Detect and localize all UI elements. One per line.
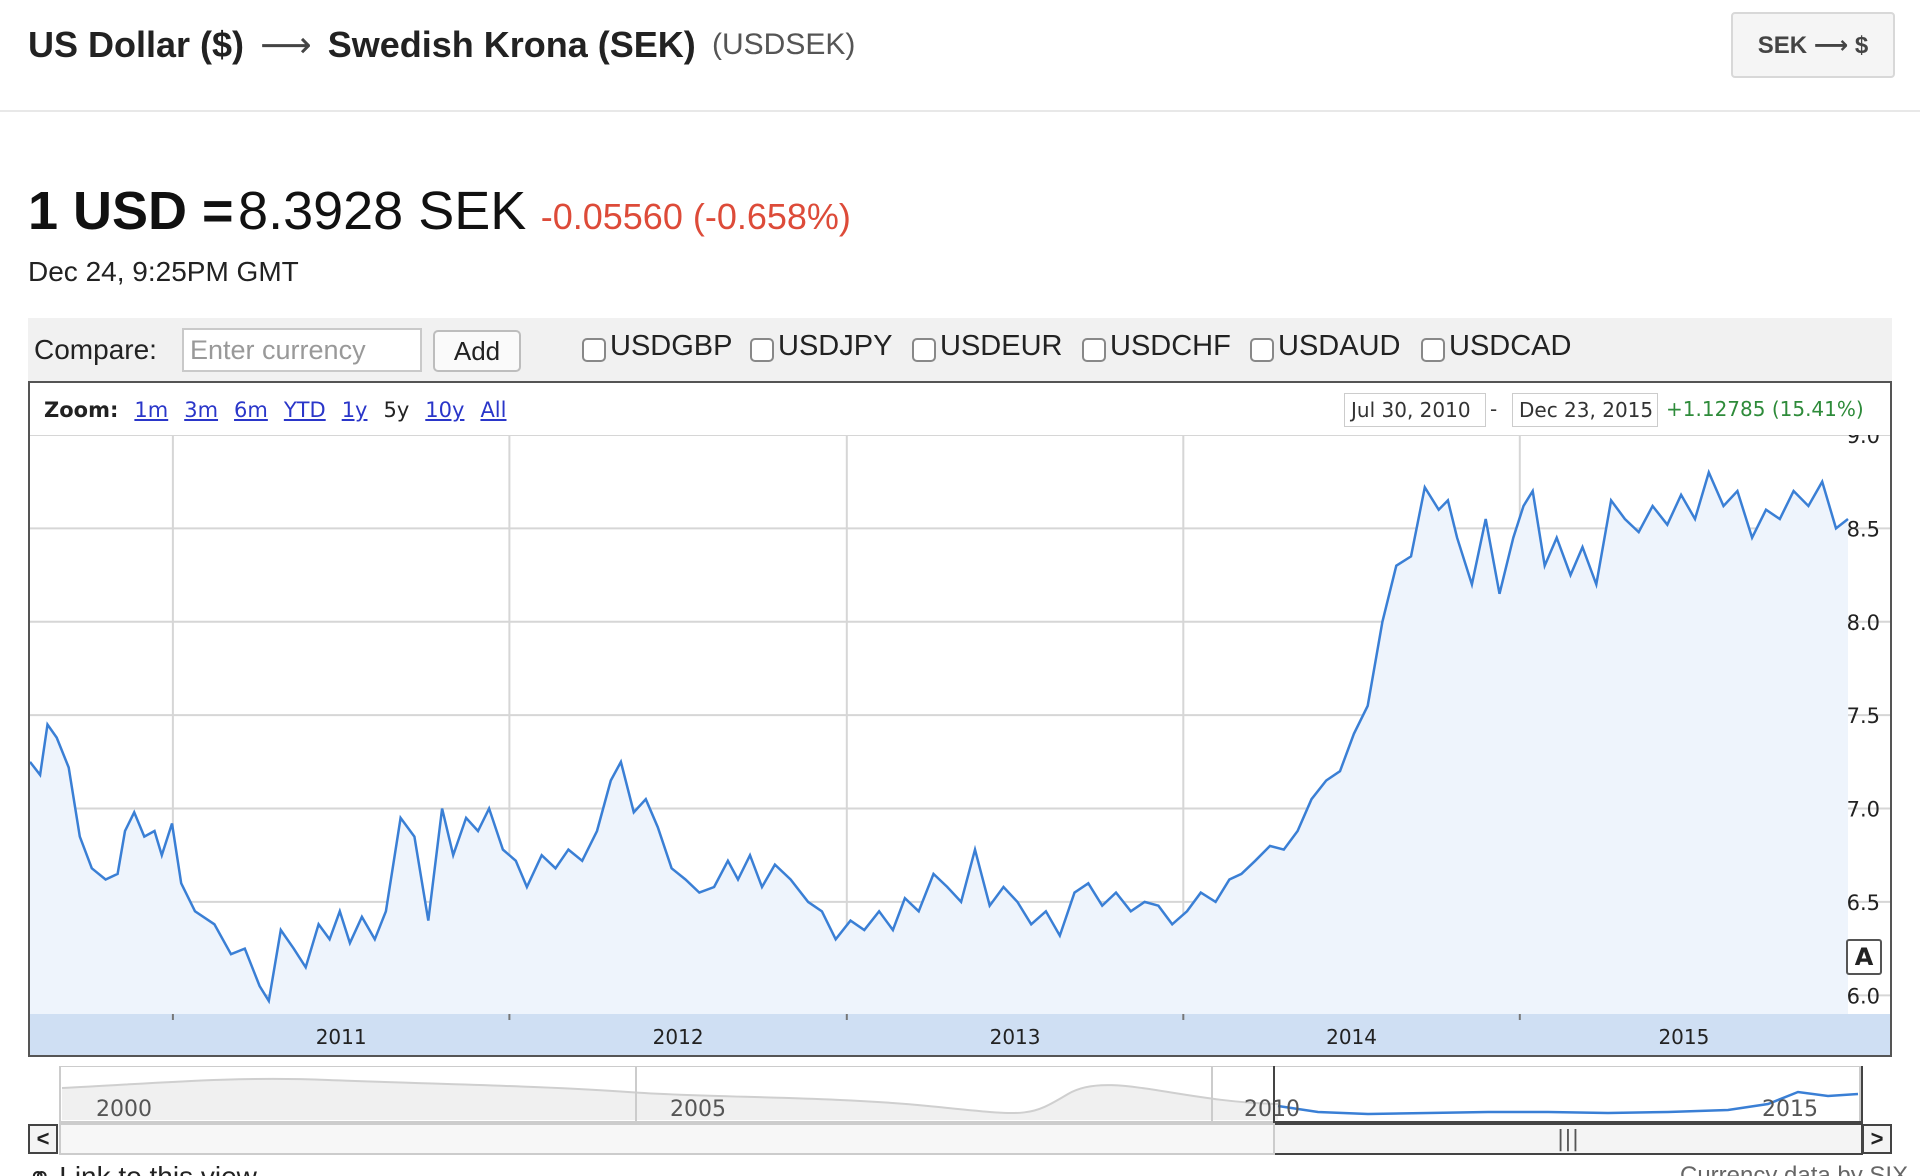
navigator-history-line — [61, 1077, 1279, 1114]
swap-currency-button[interactable]: SEK ⟶ $ — [1731, 12, 1895, 78]
compare-option-usdaud[interactable]: USDAUD — [1250, 330, 1400, 363]
arrow-icon: ⟶ — [260, 24, 312, 65]
x-tick-label: 2012 — [653, 1025, 704, 1049]
y-tick-label: 9.0 — [1847, 435, 1880, 448]
navigator-chart[interactable]: ||| 2000 2005 2010 2015 — [28, 1066, 1892, 1156]
chart-panel: Zoom: 1m 3m 6m YTD 1y 5y 10y All Jul 30, 2010 -… — [28, 381, 1892, 1057]
rate-value: 8.3928 SEK — [238, 181, 527, 241]
navigator-selection-line — [1277, 1090, 1859, 1116]
x-tick-label: 2013 — [990, 1025, 1041, 1049]
currency-pair-title: US Dollar ($) ⟶ Swedish Krona (SEK) — [28, 24, 696, 66]
rate-quote: 1 USD = 8.3928 SEK -0.05560 (-0.658%) — [28, 180, 851, 242]
compare-option-usdjpy[interactable]: USDJPY — [750, 330, 892, 363]
scroll-right-button[interactable]: > — [1862, 1124, 1892, 1154]
compare-checkbox[interactable] — [750, 337, 774, 362]
range-start-field[interactable]: Jul 30, 2010 — [1344, 393, 1486, 427]
compare-option-label: USDCAD — [1449, 330, 1572, 362]
zoom-label: Zoom: — [44, 398, 119, 422]
compare-option-label: USDJPY — [778, 330, 893, 362]
series-line — [30, 468, 1849, 1005]
zoom-option-ytd[interactable]: YTD — [283, 398, 326, 422]
to-currency: Swedish Krona (SEK) — [327, 24, 696, 65]
data-source-note: Currency data by SIX — [1680, 1162, 1909, 1176]
range-end-field[interactable]: Dec 23, 2015 — [1512, 393, 1658, 427]
compare-checkbox[interactable] — [582, 337, 606, 362]
navigator-history-area — [62, 1078, 1278, 1120]
x-axis-band — [30, 1014, 1890, 1055]
compare-label: Compare: — [34, 334, 157, 365]
navigator-year-label: 2005 — [670, 1097, 726, 1122]
range-change: +1.12785 (15.41%) — [1666, 397, 1864, 421]
zoom-option-6m[interactable]: 6m — [234, 398, 268, 422]
compare-checkbox[interactable] — [1421, 337, 1445, 362]
zoom-option-1m[interactable]: 1m — [134, 398, 169, 422]
zoom-option-10y[interactable]: 10y — [425, 398, 465, 422]
series-area — [30, 472, 1848, 1014]
compare-option-usdcad[interactable]: USDCAD — [1421, 330, 1571, 363]
compare-checkbox[interactable] — [1250, 337, 1274, 362]
compare-option-usdchf[interactable]: USDCHF — [1082, 330, 1231, 363]
navigator-grip-icon: ||| — [1557, 1127, 1579, 1152]
zoom-bar: Zoom: 1m 3m 6m YTD 1y 5y 10y All — [44, 397, 522, 423]
y-tick-label: 8.0 — [1847, 611, 1880, 635]
zoom-option-3m[interactable]: 3m — [184, 398, 219, 422]
zoom-option-all[interactable]: All — [480, 398, 507, 422]
from-currency: US Dollar ($) — [28, 24, 245, 65]
compare-option-usdeur[interactable]: USDEUR — [912, 330, 1062, 363]
y-tick-label: 6.5 — [1847, 891, 1880, 915]
scroll-left-button[interactable]: < — [28, 1124, 58, 1154]
compare-checkbox[interactable] — [1082, 337, 1106, 362]
navigator-selection[interactable] — [1273, 1066, 1863, 1123]
x-tick-label: 2015 — [1658, 1025, 1709, 1049]
zoom-option-5y[interactable]: 5y — [383, 398, 410, 422]
y-tick-label: 7.5 — [1847, 704, 1880, 728]
zoom-option-1y[interactable]: 1y — [341, 398, 368, 422]
navigator-year-label: 2000 — [96, 1097, 152, 1122]
link-to-view[interactable]: ⚭ Link to this view — [28, 1160, 257, 1176]
compare-currency-input[interactable] — [182, 328, 422, 372]
range-separator: - — [1490, 397, 1498, 421]
y-tick-label: 8.5 — [1847, 517, 1880, 541]
add-compare-button[interactable]: Add — [433, 330, 521, 372]
chart-zoom-button[interactable]: A — [1846, 939, 1882, 975]
rate-change: -0.05560 (-0.658%) — [540, 196, 851, 237]
navigator-scroll-track — [59, 1123, 1275, 1155]
compare-option-label: USDGBP — [610, 330, 733, 362]
timeline-navigator[interactable]: ||| 2000 2005 2010 2015 < > — [28, 1066, 1892, 1156]
exchange-rate-chart[interactable]: 2011 2012 2013 2014 2015 9.0 8.5 8.0 7.5 7.0 6.5 6.… — [30, 435, 1890, 1055]
compare-option-usdgbp[interactable]: USDGBP — [582, 330, 732, 363]
page-header: US Dollar ($) ⟶ Swedish Krona (SEK) (USD… — [0, 0, 1920, 112]
y-tick-label: 7.0 — [1847, 798, 1880, 822]
quote-timestamp: Dec 24, 9:25PM GMT — [28, 256, 299, 287]
compare-bar: Compare: Add USDGBP USDJPY USDEUR USDCHF USD… — [28, 318, 1892, 382]
ticker-symbol: (USDSEK) — [712, 28, 856, 61]
compare-option-label: USDAUD — [1278, 330, 1401, 362]
x-tick-label: 2011 — [316, 1025, 367, 1049]
compare-checkbox[interactable] — [912, 337, 936, 362]
x-tick-label: 2014 — [1326, 1025, 1377, 1049]
navigator-year-label: 2015 — [1762, 1097, 1818, 1122]
compare-option-label: USDCHF — [1110, 330, 1231, 362]
navigator-year-label: 2010 — [1244, 1097, 1300, 1122]
rate-base: 1 USD = — [28, 181, 234, 241]
compare-option-label: USDEUR — [940, 330, 1063, 362]
y-tick-label: 6.0 — [1847, 984, 1880, 1008]
